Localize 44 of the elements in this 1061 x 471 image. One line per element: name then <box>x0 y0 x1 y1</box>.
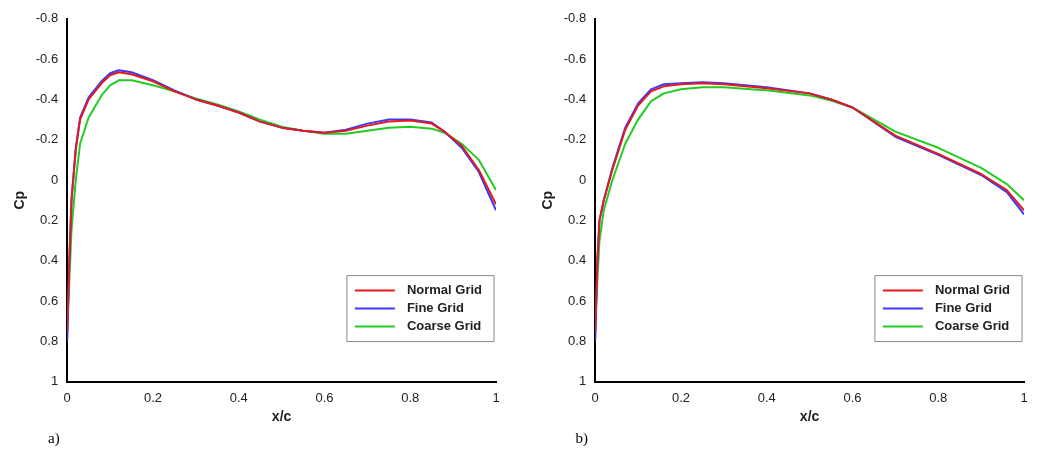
x-tick-label: 0.6 <box>315 389 334 405</box>
x-axis-title: x/c <box>271 408 292 425</box>
y-tick-label: 0.8 <box>567 332 586 348</box>
x-tick-label: 0.2 <box>671 389 690 405</box>
y-axis-title: Cp <box>11 190 28 210</box>
y-tick-label: -0.2 <box>563 131 586 147</box>
legend-label: Normal Grid <box>406 282 483 298</box>
y-tick-label: 1 <box>578 373 586 389</box>
text: b) <box>575 430 589 447</box>
y-tick-label: 0.6 <box>40 292 59 308</box>
x-axis-title: x/c <box>799 408 820 425</box>
text: a) <box>48 430 61 447</box>
y-tick-label: -0.2 <box>35 131 59 147</box>
x-tick-label: 0.2 <box>143 389 162 405</box>
y-tick-label: 1 <box>50 373 59 389</box>
y-tick-label: 0.2 <box>567 211 586 227</box>
legend-label: Coarse Grid <box>406 318 482 334</box>
y-tick-label: 0.8 <box>40 332 59 348</box>
x-tick-label: 0 <box>63 389 71 405</box>
x-tick-label: 0.8 <box>928 389 947 405</box>
legend-label: Normal Grid <box>934 282 1010 298</box>
y-tick-label: 0 <box>50 171 59 187</box>
x-tick-label: 0.6 <box>842 389 862 405</box>
y-tick-label: -0.4 <box>563 91 586 106</box>
y-axis-title: Cp <box>538 190 555 210</box>
legend-label: Fine Grid <box>934 300 992 316</box>
legend-label: Fine Grid <box>406 300 464 316</box>
y-tick-label: 0.4 <box>40 252 59 268</box>
x-tick-label: 0 <box>591 389 599 405</box>
x-tick-label: 1 <box>1019 389 1028 405</box>
y-tick-label: -0.4 <box>35 91 59 106</box>
x-tick-label: 0.8 <box>401 389 420 405</box>
y-tick-label: 0.4 <box>567 252 586 268</box>
x-tick-label: 0.4 <box>229 389 248 405</box>
y-tick-label: 0 <box>578 171 586 187</box>
y-tick-label: 0.6 <box>567 292 586 308</box>
legend-label: Coarse Grid <box>934 318 1009 334</box>
x-tick-label: 0.4 <box>757 389 776 405</box>
y-tick-label: -0.6 <box>563 50 586 66</box>
y-tick-label: -0.8 <box>563 10 586 26</box>
x-tick-label: 1 <box>492 389 500 405</box>
y-tick-label: -0.8 <box>35 10 59 26</box>
y-tick-label: -0.6 <box>35 50 59 66</box>
y-tick-label: 0.2 <box>40 211 59 227</box>
